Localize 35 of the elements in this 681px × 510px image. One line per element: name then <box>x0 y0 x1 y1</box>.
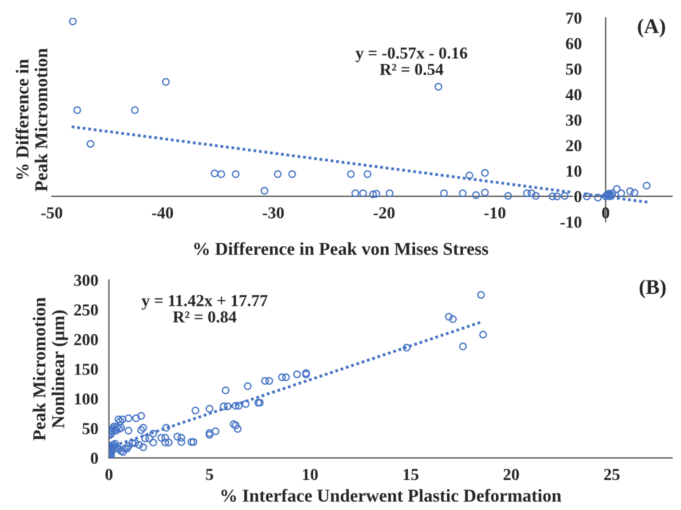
x-tick-label: -40 <box>152 207 174 218</box>
annotation: (A) <box>638 18 666 38</box>
y-tick-label: 150 <box>74 364 98 375</box>
x-tick-label: -20 <box>374 207 395 218</box>
x-tick-label: 25 <box>604 468 620 480</box>
annotation: y = -0.57x - 0.16 R² = 0.54 <box>356 47 468 76</box>
x-tick-label: -10 <box>484 207 506 218</box>
x-axis-title: % Interface Underwent Plastic Deformation <box>221 488 562 502</box>
y-tick-label: 70 <box>566 12 582 24</box>
y-tick-label: 0 <box>574 191 582 202</box>
x-tick-label: 10 <box>303 468 318 480</box>
y-tick-label: 60 <box>566 38 582 50</box>
y-axis-title: Peak Micromotion Nonlinear (μm) <box>32 297 68 440</box>
y-tick-label: 300 <box>74 274 98 286</box>
annotation: y = 11.42x + 17.77 R² = 0.84 <box>142 295 268 323</box>
y-tick-label: 30 <box>566 114 582 126</box>
x-tick-label: 5 <box>206 469 214 480</box>
y-tick-label: 50 <box>566 64 582 75</box>
x-tick-label: 0 <box>105 468 112 480</box>
y-axis-title: % Difference in Peak Micromotion <box>16 48 48 192</box>
y-tick-label: 40 <box>566 89 582 100</box>
y-tick-label: 20 <box>566 140 582 152</box>
x-tick-label: -50 <box>41 207 62 218</box>
x-tick-label: 15 <box>404 468 418 480</box>
y-tick-label: 200 <box>74 334 98 346</box>
x-axis-title: % Difference in Peak von Mises Stress <box>194 242 488 256</box>
y-tick-label: 250 <box>74 304 98 316</box>
x-tick-label: 20 <box>504 468 519 480</box>
x-tick-label: -30 <box>262 207 284 218</box>
annotation: (B) <box>640 279 666 298</box>
y-tick-label: 10 <box>566 166 582 177</box>
y-tick-label: 100 <box>74 393 98 405</box>
y-tick-label: 50 <box>82 423 98 434</box>
y-tick-label: -10 <box>560 216 582 228</box>
y-tick-label: 0 <box>90 452 98 464</box>
